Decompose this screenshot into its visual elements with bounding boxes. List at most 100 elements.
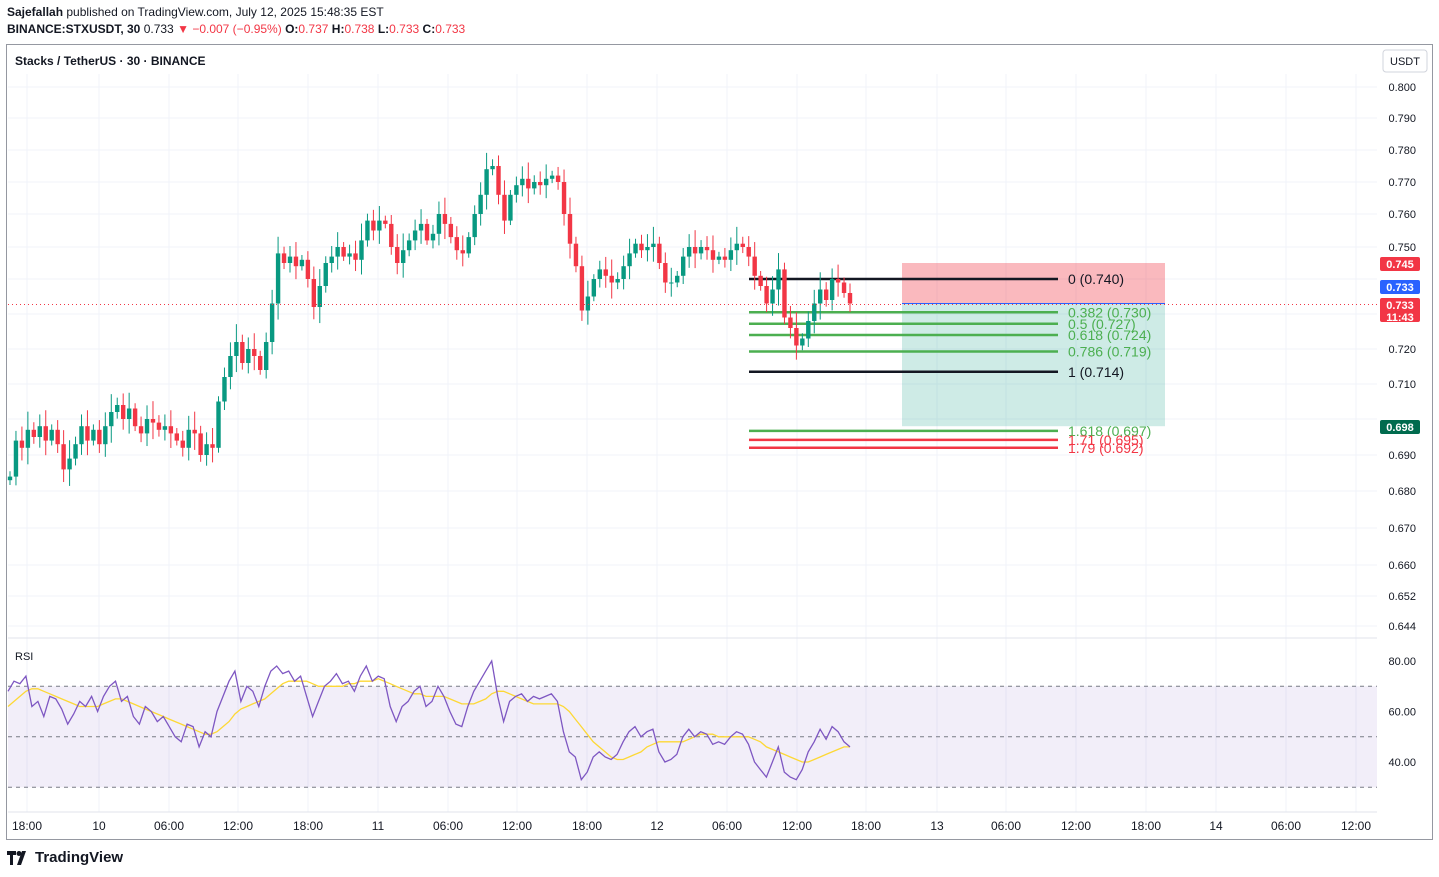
candle-body	[198, 433, 203, 455]
tradingview-brand: TradingView	[35, 849, 124, 866]
candle-body	[293, 256, 299, 267]
author-name[interactable]: Sajefallah	[7, 5, 64, 19]
candle-body	[543, 178, 549, 186]
candle-body	[132, 408, 138, 427]
time-tick-label: 12:00	[1341, 819, 1371, 833]
chart-title: Stacks / TetherUS · 30 · BINANCE	[15, 54, 206, 68]
candle-body	[675, 275, 680, 283]
candle-body	[126, 408, 132, 419]
price-tick-label: 0.660	[1388, 560, 1416, 572]
candle-body	[728, 250, 734, 260]
candle-body	[448, 223, 454, 238]
candle-body	[526, 178, 531, 189]
fib-level-label: 1.618 (0.697)	[1068, 423, 1151, 439]
candle-body	[818, 289, 823, 304]
time-tick-label: 18:00	[12, 819, 42, 833]
candle-body	[847, 293, 853, 304]
candle-body	[835, 279, 841, 283]
candle-body	[210, 444, 215, 448]
candle-body	[138, 426, 144, 434]
candle-body	[150, 419, 156, 423]
candle-body	[722, 256, 728, 260]
time-tick-label: 06:00	[154, 819, 184, 833]
candle-body	[347, 253, 352, 257]
time-tick-label: 06:00	[712, 819, 742, 833]
fib-extension-tool[interactable]: 0 (0.740) 0.382 (0.730)0.5 (0.727)0.618 (…	[749, 271, 1151, 456]
candle-body	[305, 259, 311, 279]
rsi-axis[interactable]: 80.00 60.00 40.00	[1388, 656, 1416, 769]
rsi-label: RSI	[15, 651, 33, 663]
candle-body	[389, 223, 394, 247]
price-tick-label: 0.800	[1388, 82, 1416, 94]
candle-body	[490, 166, 495, 170]
fib-level-label: 1.71 (0.695)	[1068, 432, 1144, 448]
candle-body	[424, 223, 430, 241]
candle-body	[698, 247, 704, 254]
candle-body	[776, 269, 781, 290]
candle-body	[496, 166, 501, 195]
fib-level-label: 0.5 (0.727)	[1068, 316, 1136, 332]
high-value: 0.738	[344, 22, 375, 36]
candle-body	[383, 220, 388, 224]
candle-body	[609, 275, 614, 283]
candle-body	[597, 269, 602, 279]
candle-body	[603, 269, 608, 276]
fib-level-label: 0 (0.740)	[1068, 271, 1124, 287]
fib-level-label: 0.786 (0.719)	[1068, 343, 1151, 359]
candle-body	[508, 194, 513, 221]
candle-body	[19, 440, 25, 448]
price-axis[interactable]: 0.800 0.790 0.780 0.770 0.760 0.750 0.720 0.710…	[1388, 82, 1416, 633]
time-tick-label: 14	[1209, 819, 1223, 833]
candle-body	[311, 279, 317, 307]
rsi-band	[8, 686, 1377, 788]
candle-body	[639, 243, 644, 251]
price-tick-label: 0.720	[1388, 344, 1416, 356]
price-tick-label: 0.670	[1388, 523, 1416, 535]
candle-body	[216, 401, 221, 448]
candle-body	[228, 356, 233, 377]
candle-body	[222, 377, 227, 402]
tradingview-logo[interactable]: TradingView	[7, 849, 123, 866]
candle-body	[85, 426, 90, 441]
candle-body	[323, 263, 328, 286]
candle-body	[746, 247, 751, 257]
candle-body	[395, 247, 400, 263]
candle-body	[103, 426, 108, 445]
time-axis[interactable]: 18:00 10 06:00 12:00 18:00 11 06:00 12:00 18:00 1…	[12, 819, 1371, 833]
rsi-tick-label: 60.00	[1388, 707, 1416, 719]
candle-body	[567, 214, 573, 244]
close-label: C:	[422, 22, 436, 36]
grid-lines	[8, 74, 1377, 812]
candle-body	[120, 405, 126, 419]
candle-body	[478, 194, 483, 214]
candle-body	[812, 303, 817, 321]
candle-body	[502, 194, 507, 221]
ohlc-line: BINANCE:STXUSDT, 30 0.733 ▼ −0.007 (−0.9…	[7, 21, 465, 37]
candle-body	[258, 356, 263, 370]
price-tick-label: 0.760	[1388, 209, 1416, 221]
chart-frame[interactable]	[6, 44, 1433, 840]
open-value: 0.737	[298, 22, 329, 36]
low-label: L:	[377, 22, 390, 36]
time-tick-label: 18:00	[851, 819, 881, 833]
candle-body	[520, 178, 525, 186]
time-tick-label: 12	[650, 819, 664, 833]
change-value: −0.007 (−0.95%)	[192, 22, 282, 36]
candle-body	[25, 429, 31, 448]
rsi-line	[7, 659, 851, 782]
down-arrow-icon: ▼	[177, 22, 189, 36]
candle-body	[657, 243, 662, 263]
price-tick-label: 0.652	[1388, 591, 1416, 603]
price-tag	[1380, 420, 1420, 434]
candle-body	[234, 342, 239, 356]
candle-body	[7, 476, 13, 481]
time-tick-label: 12:00	[1061, 819, 1091, 833]
candle-body	[841, 282, 847, 293]
candle-body	[263, 342, 269, 370]
candle-body	[538, 182, 543, 186]
currency-button[interactable]	[1382, 49, 1428, 73]
price-tag	[1380, 257, 1420, 271]
candle-body	[651, 243, 656, 247]
candle-body	[156, 422, 162, 430]
